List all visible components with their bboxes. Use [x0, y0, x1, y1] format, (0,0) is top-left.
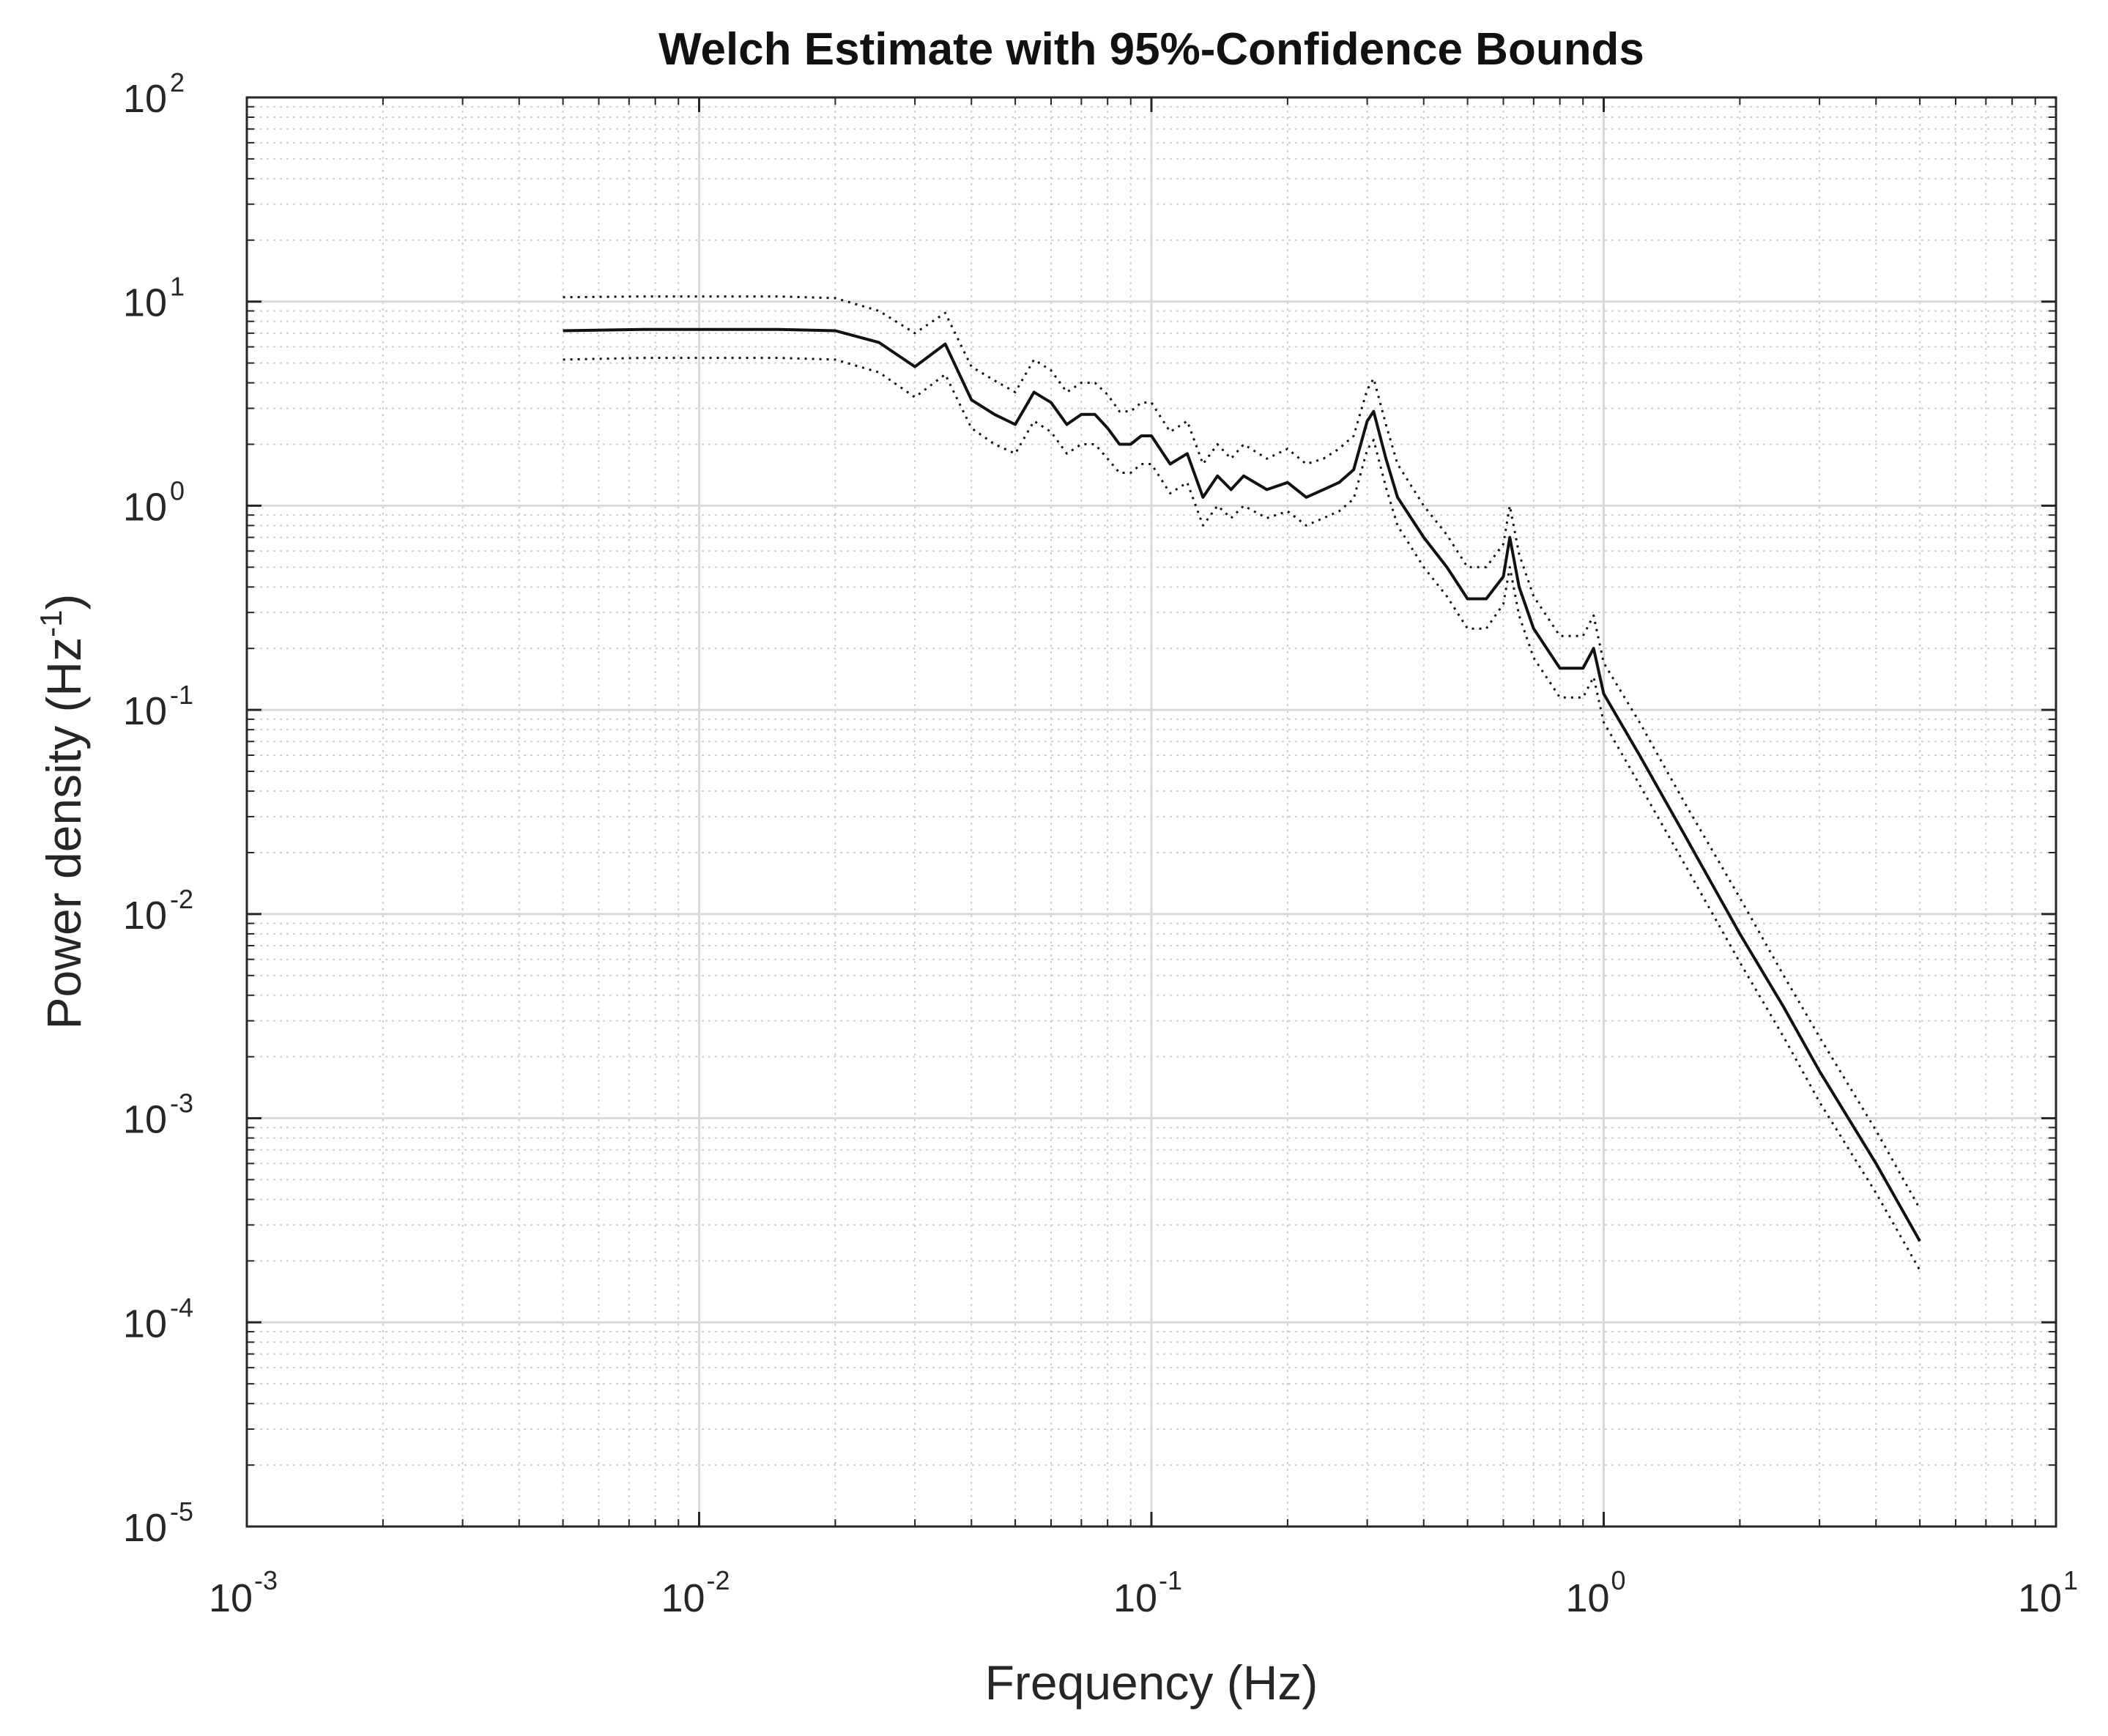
y-tick-exponent: 2: [170, 67, 185, 97]
y-tick-label: 10: [123, 689, 167, 733]
y-axis-label-sup: -1: [34, 610, 68, 637]
y-tick-exponent: 1: [170, 272, 185, 302]
series-group: [563, 295, 1921, 1271]
y-tick-label: 10: [123, 281, 167, 325]
y-axis-label: Power density (Hz-1): [34, 594, 91, 1030]
y-tick-label: 10: [123, 894, 167, 938]
x-tick-exponent: 1: [2063, 1565, 2078, 1595]
y-tick-label: 10: [123, 1098, 167, 1142]
ticks: 10 -3 10 -2 10 -1 10 0 10 110 -510 -410 -310 -210 -110…: [123, 67, 2078, 1620]
welch-estimate-line: [563, 327, 1921, 1242]
chart-title: Welch Estimate with 95%-Confidence Bound…: [658, 24, 1644, 75]
x-tick-label: 10: [209, 1576, 253, 1620]
y-tick-label: 10: [123, 485, 167, 529]
x-tick-exponent: -2: [707, 1565, 730, 1595]
x-tick-label: 10: [661, 1576, 705, 1620]
y-tick-exponent: -1: [170, 680, 193, 710]
x-axis-label: Frequency (Hz): [985, 1655, 1318, 1710]
y-tick-exponent: -4: [170, 1292, 193, 1322]
x-tick-label: 10: [2018, 1576, 2062, 1620]
y-axis-label-tail: ): [37, 594, 91, 610]
y-tick-label: 10: [123, 1302, 167, 1346]
y-tick-exponent: 0: [170, 475, 185, 505]
x-tick-label: 10: [1565, 1576, 1609, 1620]
grid: [245, 96, 2057, 1528]
x-tick-exponent: -1: [1159, 1565, 1182, 1595]
x-tick-exponent: -3: [254, 1565, 278, 1595]
x-tick-exponent: 0: [1611, 1565, 1626, 1595]
y-tick-exponent: -5: [170, 1496, 193, 1527]
lower-confidence-bound-line: [563, 357, 1921, 1271]
y-tick-exponent: -3: [170, 1088, 193, 1119]
y-axis-label-base: Power density (Hz: [37, 637, 91, 1030]
y-tick-exponent: -2: [170, 884, 193, 914]
y-tick-label: 10: [123, 1506, 167, 1550]
y-tick-label: 10: [123, 77, 167, 121]
x-tick-label: 10: [1113, 1576, 1157, 1620]
